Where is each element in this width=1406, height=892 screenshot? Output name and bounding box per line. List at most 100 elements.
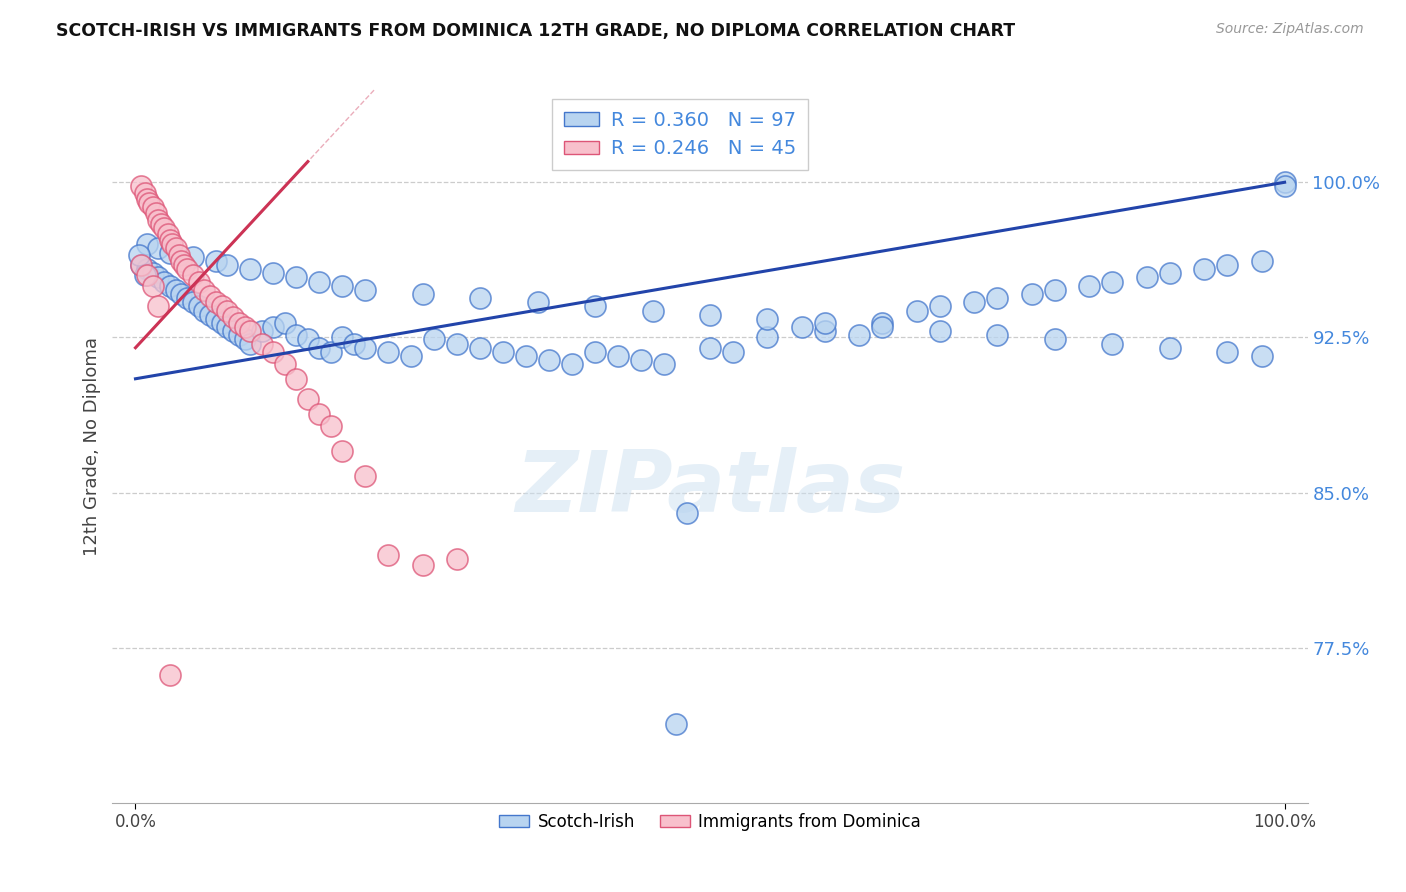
Point [1101, 336, 1123, 351]
Point [167, 248, 190, 262]
Point [297, 333, 319, 347]
Point [170, 287, 193, 301]
Point [181, 295, 204, 310]
Point [285, 372, 308, 386]
Point [641, 303, 664, 318]
Point [193, 283, 215, 297]
Point [330, 278, 353, 293]
Point [354, 341, 377, 355]
Point [872, 320, 894, 334]
Point [1250, 349, 1272, 363]
Point [1250, 253, 1272, 268]
Point [239, 336, 262, 351]
Point [1159, 341, 1181, 355]
Point [222, 324, 245, 338]
Point [193, 303, 215, 318]
Point [148, 270, 170, 285]
Point [446, 551, 468, 566]
Point [181, 250, 204, 264]
Point [814, 324, 837, 338]
Point [153, 220, 176, 235]
Point [538, 353, 561, 368]
Point [187, 275, 209, 289]
Point [136, 262, 159, 277]
Point [308, 407, 330, 421]
Point [165, 283, 187, 297]
Point [986, 291, 1008, 305]
Point [233, 333, 256, 347]
Point [308, 275, 330, 289]
Point [377, 548, 399, 562]
Point [159, 278, 181, 293]
Point [153, 275, 176, 289]
Point [198, 289, 221, 303]
Point [239, 262, 262, 277]
Point [561, 357, 583, 371]
Legend: Scotch-Irish, Immigrants from Dominica: Scotch-Irish, Immigrants from Dominica [492, 806, 928, 838]
Point [162, 237, 183, 252]
Point [181, 268, 204, 283]
Point [699, 341, 721, 355]
Point [928, 324, 950, 338]
Text: ZIPatlas: ZIPatlas [515, 447, 905, 531]
Point [1021, 287, 1043, 301]
Point [134, 186, 156, 200]
Point [142, 278, 165, 293]
Point [928, 299, 950, 313]
Point [205, 295, 228, 310]
Point [138, 196, 160, 211]
Point [401, 349, 423, 363]
Point [515, 349, 537, 363]
Point [652, 357, 675, 371]
Point [136, 237, 159, 252]
Point [228, 316, 250, 330]
Point [607, 349, 630, 363]
Point [285, 270, 308, 285]
Point [145, 206, 167, 220]
Point [1136, 270, 1159, 285]
Point [136, 268, 159, 283]
Point [250, 324, 273, 338]
Point [159, 667, 181, 681]
Point [354, 469, 377, 483]
Point [274, 316, 297, 330]
Point [156, 227, 179, 241]
Point [1159, 266, 1181, 280]
Point [699, 308, 721, 322]
Point [354, 283, 377, 297]
Point [148, 299, 170, 313]
Point [134, 268, 156, 283]
Point [343, 336, 366, 351]
Point [308, 341, 330, 355]
Point [446, 336, 468, 351]
Point [1274, 175, 1296, 189]
Point [848, 328, 870, 343]
Point [905, 303, 928, 318]
Point [170, 253, 193, 268]
Point [262, 266, 284, 280]
Point [262, 344, 284, 359]
Point [1078, 278, 1101, 293]
Point [217, 303, 239, 318]
Point [963, 295, 986, 310]
Point [217, 320, 239, 334]
Point [233, 320, 256, 334]
Point [149, 217, 172, 231]
Point [262, 320, 284, 334]
Point [297, 392, 319, 407]
Point [470, 341, 492, 355]
Point [239, 324, 262, 338]
Point [176, 262, 198, 277]
Y-axis label: 12th Grade, No Diploma: 12th Grade, No Diploma [83, 336, 101, 556]
Point [222, 310, 245, 324]
Point [250, 336, 273, 351]
Point [159, 245, 181, 260]
Point [159, 233, 181, 247]
Point [412, 558, 434, 572]
Point [664, 717, 686, 731]
Point [1101, 275, 1123, 289]
Point [142, 200, 165, 214]
Point [211, 316, 233, 330]
Text: Source: ZipAtlas.com: Source: ZipAtlas.com [1216, 22, 1364, 37]
Point [721, 344, 744, 359]
